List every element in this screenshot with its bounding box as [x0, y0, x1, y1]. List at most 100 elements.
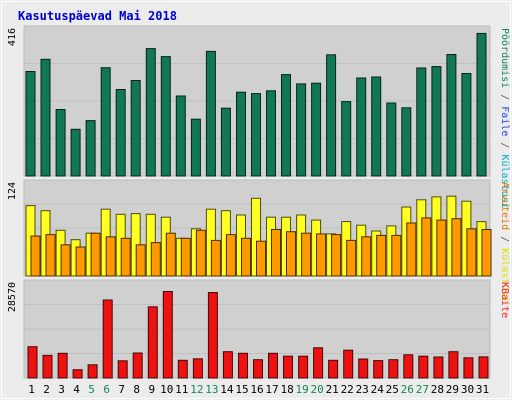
day-label-9: 9: [148, 383, 155, 396]
day-label-10: 10: [160, 383, 173, 396]
bar-pöördumisi-day-23: [356, 77, 367, 177]
bar-kbaite-day-22: [343, 349, 354, 379]
day-label-14: 14: [220, 383, 234, 396]
bar-arvuteid-day-29: [451, 218, 462, 277]
bar-kbaite-day-27: [418, 355, 429, 379]
day-label-31: 31: [476, 383, 489, 396]
day-label-1: 1: [28, 383, 35, 396]
bar-arvuteid-day-24: [376, 234, 387, 277]
day-label-19: 19: [295, 383, 308, 396]
bar-pöördumisi-day-16: [251, 93, 261, 177]
bar-arvuteid-day-3: [60, 244, 71, 277]
bar-arvuteid-day-22: [346, 239, 357, 277]
day-label-3: 3: [58, 383, 65, 396]
bar-kbaite-day-9: [147, 306, 158, 379]
bar-kbaite-day-10: [162, 291, 173, 379]
bar-kbaite-day-23: [358, 358, 369, 379]
bar-pöördumisi-day-29: [446, 54, 457, 177]
bar-pöördumisi-day-28: [431, 66, 442, 177]
day-label-27: 27: [416, 383, 429, 396]
bar-arvuteid-day-20: [316, 233, 327, 277]
bar-pöördumisi-day-4: [70, 128, 81, 177]
panel-3: 28570: [7, 279, 491, 379]
day-label-17: 17: [265, 383, 278, 396]
day-label-29: 29: [446, 383, 459, 396]
bar-arvuteid-day-1: [30, 235, 41, 277]
bar-pöördumisi-day-24: [371, 76, 382, 177]
bar-arvuteid-day-19: [301, 232, 312, 277]
bar-pöördumisi-day-14: [220, 107, 231, 177]
bar-arvuteid-day-15: [241, 237, 251, 277]
bar-kbaite-day-6: [102, 299, 113, 379]
day-label-15: 15: [235, 383, 248, 396]
day-label-12: 12: [190, 383, 203, 396]
day-label-23: 23: [356, 383, 369, 396]
ymax-label: 124: [7, 182, 18, 200]
bar-kbaite-day-13: [207, 292, 218, 379]
bar-pöördumisi-day-30: [461, 73, 472, 177]
bar-pöördumisi-day-20: [311, 82, 322, 177]
bar-arvuteid-day-8: [135, 244, 146, 277]
bar-pöördumisi-day-2: [40, 58, 51, 177]
bar-pöördumisi-day-10: [160, 56, 171, 177]
right-label-panel-1: Pöördumisi / Faile / Külastusi: [499, 28, 510, 209]
bar-kbaite-day-25: [388, 359, 399, 379]
bar-arvuteid-day-16: [256, 240, 266, 277]
day-label-26: 26: [401, 383, 414, 396]
bar-kbaite-day-7: [117, 360, 128, 379]
day-label-16: 16: [250, 383, 263, 396]
day-label-21: 21: [326, 383, 339, 396]
bar-kbaite-day-1: [27, 346, 38, 379]
bar-pöördumisi-day-1: [25, 71, 36, 177]
day-label-28: 28: [431, 383, 444, 396]
ymax-label: 416: [7, 28, 18, 46]
panels: 416 124 28570: [7, 25, 492, 379]
bar-pöördumisi-day-27: [416, 67, 427, 177]
bar-kbaite-day-26: [403, 354, 414, 379]
bar-kbaite-day-20: [313, 347, 324, 379]
bar-arvuteid-day-17: [271, 229, 281, 277]
bar-kbaite-day-2: [42, 354, 53, 379]
day-label-20: 20: [310, 383, 323, 396]
bar-kbaite-day-8: [132, 352, 143, 379]
bar-kbaite-day-17: [268, 352, 278, 379]
bar-arvuteid-day-31: [481, 229, 492, 277]
day-label-22: 22: [341, 383, 354, 396]
bar-kbaite-day-29: [448, 351, 459, 379]
bar-kbaite-day-19: [298, 355, 309, 379]
bar-arvuteid-day-23: [361, 236, 372, 277]
bar-kbaite-day-16: [253, 359, 263, 379]
bar-kbaite-day-11: [177, 359, 188, 379]
bar-arvuteid-day-4: [75, 246, 86, 277]
day-label-24: 24: [371, 383, 385, 396]
bar-arvuteid-day-27: [421, 217, 432, 277]
bar-pöördumisi-day-3: [55, 109, 66, 177]
bar-kbaite-day-28: [433, 356, 444, 379]
bar-pöördumisi-day-21: [326, 54, 337, 177]
bar-pöördumisi-day-5: [85, 120, 96, 177]
bar-kbaite-day-15: [238, 352, 248, 379]
bar-pöördumisi-day-25: [386, 102, 397, 177]
bar-pöördumisi-day-31: [476, 32, 487, 177]
day-label-13: 13: [205, 383, 218, 396]
bar-pöördumisi-day-17: [266, 90, 276, 177]
bar-arvuteid-day-18: [286, 231, 296, 277]
bar-arvuteid-day-6: [105, 236, 116, 277]
bar-pöördumisi-day-12: [190, 118, 201, 177]
bar-pöördumisi-day-22: [341, 101, 352, 177]
bar-kbaite-day-21: [328, 359, 339, 379]
bar-pöördumisi-day-8: [130, 80, 141, 177]
day-label-6: 6: [103, 383, 110, 396]
bar-arvuteid-day-10: [165, 232, 176, 277]
bar-arvuteid-day-21: [331, 234, 342, 277]
bar-pöördumisi-day-9: [145, 48, 156, 177]
bar-kbaite-day-4: [72, 369, 83, 379]
right-label-panel-2: Arvuteid / Külastusi: [499, 182, 510, 302]
chart-title: Kasutuspäevad Mai 2018: [18, 9, 177, 23]
day-label-30: 30: [461, 383, 474, 396]
bar-pöördumisi-day-19: [296, 83, 307, 177]
day-label-5: 5: [88, 383, 95, 396]
bar-pöördumisi-day-7: [115, 89, 126, 177]
bar-arvuteid-day-26: [406, 222, 417, 277]
